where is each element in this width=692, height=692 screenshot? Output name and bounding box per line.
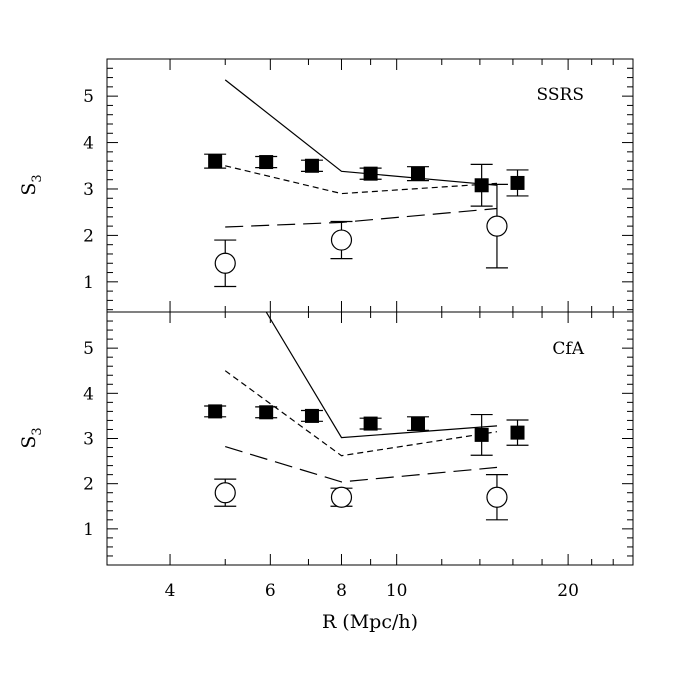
data-point-square — [510, 425, 525, 440]
data-point-square — [510, 175, 525, 190]
model-line-short-dash — [224, 370, 498, 457]
y-tick-label: 5 — [83, 339, 94, 359]
panel-label: SSRS — [537, 85, 584, 105]
data-point-square — [208, 404, 223, 419]
model-line-long-dash — [225, 207, 498, 228]
data-point-square — [410, 166, 425, 181]
y-tick-label: 5 — [83, 87, 94, 107]
x-tick-label: 20 — [557, 581, 579, 601]
x-tick-label: 10 — [386, 581, 408, 601]
data-point-square — [474, 427, 489, 442]
x-tick-label: 6 — [265, 581, 276, 601]
data-point-circle — [330, 229, 353, 251]
y-tick-label: 4 — [83, 384, 94, 404]
data-point-square — [304, 158, 319, 173]
data-point-square — [259, 405, 274, 420]
data-point-square — [304, 408, 319, 423]
y-axis-label-sub: 3 — [30, 427, 45, 435]
y-axis-label-sub: 3 — [30, 174, 45, 182]
y-axis-label: S3 — [18, 174, 45, 195]
data-point-square — [363, 166, 378, 181]
data-point-square — [410, 416, 425, 431]
data-point-circle — [214, 482, 236, 504]
y-axis-label: S3 — [18, 427, 45, 448]
x-tick-label: 4 — [165, 581, 176, 601]
y-tick-label: 3 — [83, 430, 94, 450]
data-point-square — [259, 155, 274, 170]
data-point-square — [208, 154, 223, 169]
y-tick-label: 1 — [83, 273, 94, 293]
data-point-circle — [486, 215, 508, 237]
model-line-solid — [224, 79, 498, 186]
data-point-circle — [486, 486, 508, 508]
y-tick-label: 1 — [83, 520, 94, 540]
y-tick-label: 3 — [83, 180, 94, 200]
data-point-circle — [330, 486, 353, 508]
model-line-short-dash — [225, 165, 498, 195]
x-tick-label: 8 — [336, 581, 347, 601]
x-axis-label: R (Mpc/h) — [322, 611, 418, 633]
data-point-square — [363, 416, 378, 431]
y-tick-label: 2 — [83, 475, 94, 495]
model-line-long-dash — [225, 446, 498, 483]
y-tick-label: 4 — [83, 134, 94, 154]
y-tick-label: 2 — [83, 226, 94, 246]
model-line-solid — [265, 312, 498, 439]
data-point-square — [474, 178, 489, 193]
y-axis-label-main: S — [18, 183, 40, 196]
data-point-circle — [214, 252, 236, 274]
panel-label: CfA — [552, 339, 584, 359]
y-axis-label-main: S — [18, 436, 40, 449]
